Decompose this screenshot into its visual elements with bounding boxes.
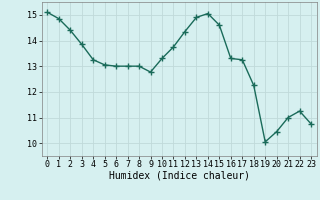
X-axis label: Humidex (Indice chaleur): Humidex (Indice chaleur) xyxy=(109,171,250,181)
